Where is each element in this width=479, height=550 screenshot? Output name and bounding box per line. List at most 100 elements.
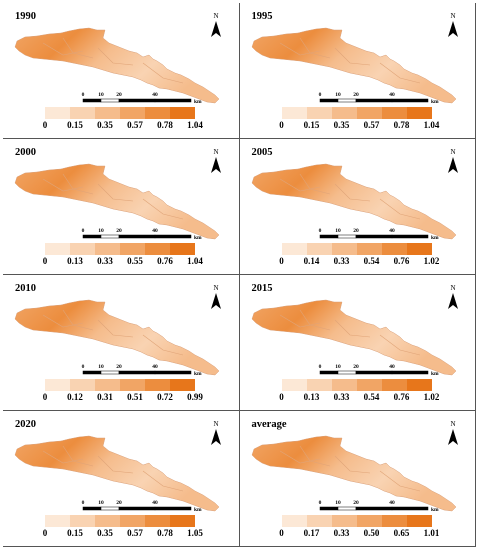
legend-tick-label: 0.78 [393, 120, 410, 130]
legend-tick-label: 0 [42, 392, 48, 402]
scale-label: 0 [82, 500, 85, 506]
scale-label: 20 [116, 500, 122, 506]
scale-label: 20 [353, 364, 359, 370]
panel-title: 1995 [251, 11, 273, 22]
legend-tick-label: 0.31 [97, 392, 113, 402]
legend-ramp [45, 379, 195, 391]
north-arrow-icon: N [447, 284, 458, 309]
scale-unit: km [194, 99, 202, 105]
color-legend: 0 0.17 0.33 0.50 0.65 1.01 [279, 515, 439, 540]
scale-label: 0 [82, 228, 85, 234]
legend-tick-label: 1.02 [423, 392, 440, 402]
panel-title: 1990 [15, 11, 36, 22]
legend-tick-label: 0.54 [363, 392, 380, 402]
scale-label: 10 [98, 500, 104, 506]
legend-tick-label: 1.01 [423, 528, 440, 538]
scale-bar: 0 10 20 40 km [82, 500, 202, 513]
scale-label: 10 [335, 364, 341, 370]
map-panel-2015: 2015 N 0 10 20 40 km 0 0.13 0.33 0.54 0.76 1.02 [239, 275, 476, 411]
legend-tick-label: 0 [279, 392, 284, 402]
legend-tick-label: 0.13 [67, 256, 83, 266]
legend-tick-label: 0.33 [333, 256, 350, 266]
scale-label: 0 [318, 92, 321, 98]
legend-ticks: 0 0.13 0.33 0.54 0.76 1.02 [279, 392, 439, 404]
legend-tick-label: 0.15 [67, 120, 83, 130]
scale-label: 0 [82, 364, 85, 370]
legend-tick-label: 0.12 [67, 392, 83, 402]
scale-label: 40 [389, 500, 395, 506]
legend-ticks: 0 0.12 0.31 0.51 0.72 0.99 [42, 392, 203, 404]
legend-tick-label: 0.33 [333, 528, 350, 538]
region-map [251, 163, 456, 240]
legend-tick-label: 0.54 [363, 256, 380, 266]
region-shape [14, 435, 220, 512]
region-map [251, 27, 456, 104]
north-label: N [213, 148, 218, 156]
scale-bar: 0 10 20 40 km [82, 228, 202, 241]
region-shape [251, 435, 456, 512]
legend-tick-label: 0.65 [393, 528, 410, 538]
legend-tick-label: 0 [279, 120, 284, 130]
scale-label: 0 [318, 500, 321, 506]
scale-unit: km [194, 507, 202, 513]
scale-unit: km [431, 371, 439, 377]
scale-label: 40 [389, 92, 395, 98]
legend-ticks: 0 0.17 0.33 0.50 0.65 1.01 [279, 528, 439, 540]
legend-tick-label: 1.04 [423, 120, 440, 130]
scale-label: 40 [152, 500, 158, 506]
color-legend: 0 0.15 0.35 0.57 0.78 1.04 [42, 107, 203, 132]
scale-bar: 0 10 20 40 km [318, 500, 438, 513]
scale-label: 40 [389, 364, 395, 370]
color-legend: 0 0.14 0.33 0.54 0.76 1.02 [279, 243, 439, 268]
map-panel-2010: 2010 N 0 10 20 40 km 0 0.12 0.31 0.51 0.72 0.99 [3, 275, 240, 411]
scale-label: 20 [116, 364, 122, 370]
scale-label: 40 [389, 228, 395, 234]
scale-label: 20 [353, 500, 359, 506]
legend-tick-label: 0.35 [333, 120, 350, 130]
legend-tick-label: 0.35 [97, 120, 113, 130]
scale-label: 40 [152, 92, 158, 98]
north-label: N [213, 420, 218, 428]
north-arrow-icon: N [211, 148, 221, 173]
color-legend: 0 0.13 0.33 0.55 0.76 1.04 [43, 243, 203, 268]
legend-tick-label: 0.33 [97, 256, 113, 266]
region-map [251, 435, 456, 512]
scale-label: 20 [353, 228, 359, 234]
legend-tick-label: 0.55 [127, 256, 143, 266]
legend-tick-label: 1.05 [187, 528, 203, 538]
map-panel-1995: 1995 N 0 10 20 40 km 0 0.15 0.35 0.57 0.78 1.04 [239, 3, 476, 139]
panel-title: 2015 [251, 283, 273, 294]
region-shape [14, 27, 220, 104]
panel-title: average [251, 419, 287, 430]
north-arrow-icon: N [447, 12, 458, 37]
north-arrow-icon: N [447, 148, 458, 173]
north-label: N [450, 12, 455, 20]
legend-tick-label: 0.51 [127, 392, 143, 402]
legend-tick-label: 0.78 [157, 528, 173, 538]
legend-tick-label: 0.14 [303, 256, 320, 266]
color-legend: 0 0.13 0.33 0.54 0.76 1.02 [279, 379, 439, 404]
scale-bar: 0 10 20 40 km [82, 364, 202, 377]
scale-bar: 0 10 20 40 km [318, 92, 439, 105]
scale-label: 20 [116, 92, 122, 98]
legend-tick-label: 0.57 [363, 120, 380, 130]
scale-label: 40 [152, 228, 158, 234]
legend-tick-label: 0.15 [67, 528, 83, 538]
legend-tick-label: 0.76 [393, 256, 410, 266]
scale-label: 10 [98, 228, 104, 234]
legend-tick-label: 0.57 [127, 120, 143, 130]
scale-label: 10 [335, 92, 341, 98]
legend-ramp [281, 243, 432, 255]
north-arrow-icon: N [447, 420, 458, 445]
scale-unit: km [194, 371, 202, 377]
scale-unit: km [431, 99, 439, 105]
panel-title: 2000 [15, 147, 36, 158]
scale-label: 20 [353, 92, 359, 98]
map-panel-2005: 2005 N 0 10 20 40 km 0 0.14 0.33 0.54 0.76 1.02 [239, 139, 476, 275]
legend-tick-label: 0.35 [97, 528, 113, 538]
scale-bar: 0 10 20 40 km [318, 228, 438, 241]
legend-ramp [281, 379, 432, 391]
legend-tick-label: 0.13 [303, 392, 320, 402]
legend-tick-label: 0 [42, 120, 48, 130]
north-arrow-icon: N [211, 284, 221, 309]
